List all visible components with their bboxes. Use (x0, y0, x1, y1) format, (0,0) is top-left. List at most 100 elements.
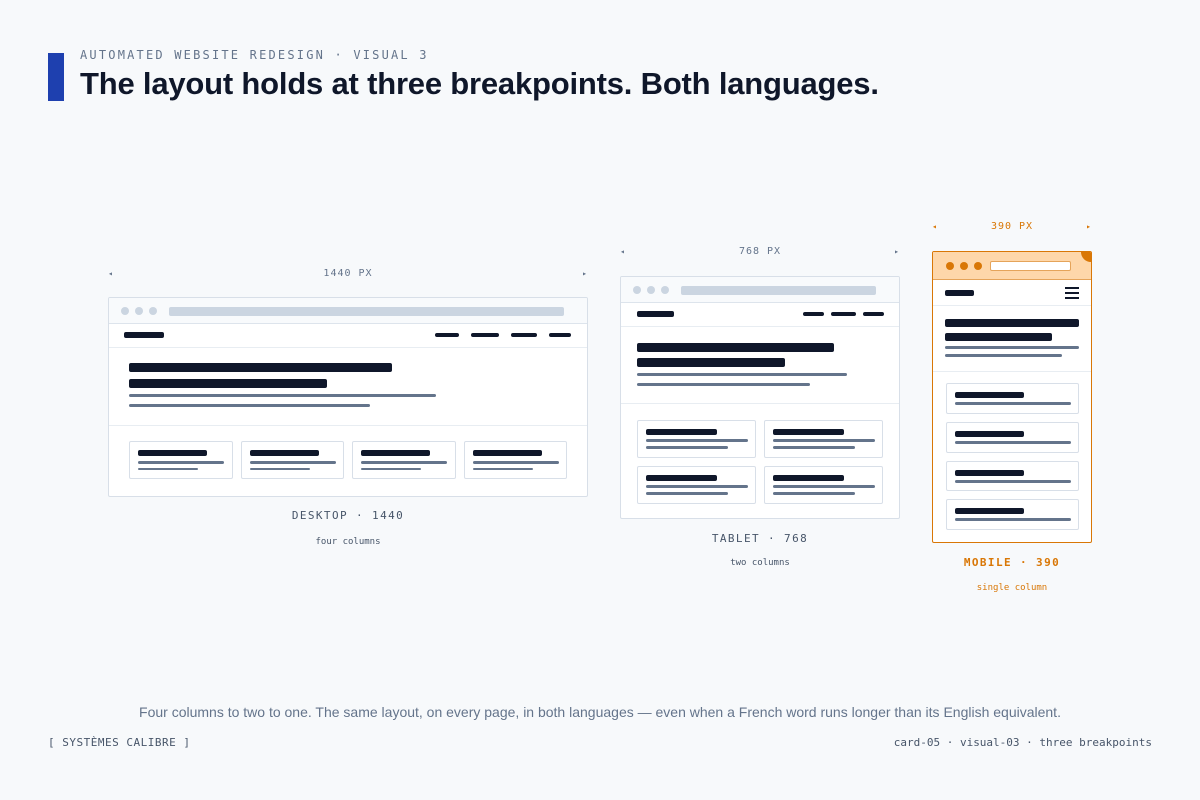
mobile-width-ruler: ◂ 390 PX ▸ (932, 220, 1092, 234)
summary-text: Four columns to two to one. The same lay… (139, 704, 1061, 720)
headline-placeholder (945, 319, 1079, 327)
card-placeholder (129, 441, 233, 479)
window-dot-icon (633, 286, 641, 294)
card-text-placeholder (955, 518, 1071, 521)
card-list-single-column (933, 372, 1091, 542)
body-text-placeholder (637, 383, 810, 386)
card-placeholder (946, 422, 1079, 453)
desktop-subcaption: four columns (315, 537, 381, 547)
tablet-width-ruler: ◂ 768 PX ▸ (620, 245, 900, 259)
headline-placeholder (637, 343, 834, 352)
window-dot-icon (946, 262, 954, 270)
card-title-placeholder (138, 450, 207, 456)
tablet-frame (620, 276, 900, 519)
body-text-placeholder (637, 373, 847, 376)
nav-link-placeholder (435, 333, 459, 337)
card-title-placeholder (361, 450, 430, 456)
window-dot-icon (121, 307, 129, 315)
body-text-placeholder (129, 404, 370, 407)
card-placeholder (352, 441, 456, 479)
card-placeholder (637, 466, 756, 504)
mobile-frame (932, 251, 1092, 543)
address-bar (169, 307, 564, 316)
card-title-placeholder (955, 392, 1024, 398)
body-text-placeholder (945, 354, 1062, 357)
headline-placeholder (945, 333, 1052, 341)
browser-chrome (109, 298, 587, 324)
headline-placeholder (637, 358, 785, 367)
card-title-placeholder (646, 429, 717, 435)
card-text-placeholder (250, 468, 310, 470)
arrow-left-icon: ◂ (932, 222, 938, 231)
reference-label: card-05 · visual-03 · three breakpoints (893, 736, 1152, 749)
card-text-placeholder (473, 461, 559, 464)
tablet-width-label: 768 PX (738, 246, 782, 257)
tablet-subcaption: two columns (730, 558, 790, 568)
card-text-placeholder (361, 468, 421, 470)
tablet-caption: TABLET · 768 (711, 532, 809, 545)
headline-placeholder (129, 379, 327, 388)
card-text-placeholder (773, 492, 855, 495)
body-text-placeholder (129, 394, 436, 397)
card-text-placeholder (955, 480, 1071, 483)
arrow-right-icon: ▸ (894, 247, 900, 256)
card-text-placeholder (138, 461, 224, 464)
card-grid-four-columns (109, 426, 587, 496)
card-title-placeholder (473, 450, 542, 456)
card-text-placeholder (773, 439, 875, 442)
nav-link-placeholder (803, 312, 824, 316)
window-dot-icon (960, 262, 968, 270)
card-placeholder (946, 461, 1079, 491)
eyebrow-label: AUTOMATED WEBSITE REDESIGN · VISUAL 3 (80, 48, 429, 62)
site-nav (933, 280, 1091, 306)
logo-placeholder (945, 290, 974, 296)
card-text-placeholder (773, 485, 875, 488)
card-placeholder (464, 441, 567, 479)
card-placeholder (946, 383, 1079, 414)
card-text-placeholder (138, 468, 198, 470)
browser-chrome (621, 277, 899, 303)
body-text-placeholder (945, 346, 1079, 349)
nav-link-placeholder (471, 333, 499, 337)
mobile-subcaption: single column (976, 583, 1048, 593)
hero-section (933, 306, 1091, 372)
nav-link-placeholder (863, 312, 884, 316)
mobile-width-label: 390 PX (990, 221, 1034, 232)
card-placeholder (764, 420, 883, 458)
hamburger-icon[interactable] (1065, 287, 1079, 299)
site-nav (109, 324, 587, 348)
window-dot-icon (135, 307, 143, 315)
card-text-placeholder (955, 402, 1071, 405)
card-placeholder (946, 499, 1079, 530)
card-placeholder (637, 420, 756, 458)
card-title-placeholder (646, 475, 717, 481)
nav-link-placeholder (549, 333, 571, 337)
card-text-placeholder (773, 446, 855, 449)
window-dot-icon (149, 307, 157, 315)
hero-section (109, 348, 587, 426)
mobile-caption: MOBILE · 390 (963, 556, 1061, 569)
card-text-placeholder (646, 446, 728, 449)
arrow-left-icon: ◂ (620, 247, 626, 256)
address-bar (681, 286, 876, 295)
brand-label: [ SYSTÈMES CALIBRE ] (48, 736, 191, 749)
card-text-placeholder (361, 461, 447, 464)
highlight-corner-badge (1081, 252, 1091, 262)
arrow-right-icon: ▸ (582, 269, 588, 278)
accent-bar (48, 53, 64, 101)
card-text-placeholder (646, 485, 748, 488)
desktop-width-label: 1440 PX (323, 268, 373, 279)
card-title-placeholder (955, 508, 1024, 514)
address-bar (990, 261, 1071, 271)
nav-link-placeholder (831, 312, 856, 316)
card-text-placeholder (646, 492, 728, 495)
card-title-placeholder (955, 470, 1024, 476)
card-text-placeholder (955, 441, 1071, 444)
headline-placeholder (129, 363, 392, 372)
desktop-caption: DESKTOP · 1440 (291, 509, 405, 522)
window-dot-icon (661, 286, 669, 294)
logo-placeholder (124, 332, 164, 338)
card-title-placeholder (955, 431, 1024, 437)
card-placeholder (764, 466, 883, 504)
card-text-placeholder (646, 439, 748, 442)
